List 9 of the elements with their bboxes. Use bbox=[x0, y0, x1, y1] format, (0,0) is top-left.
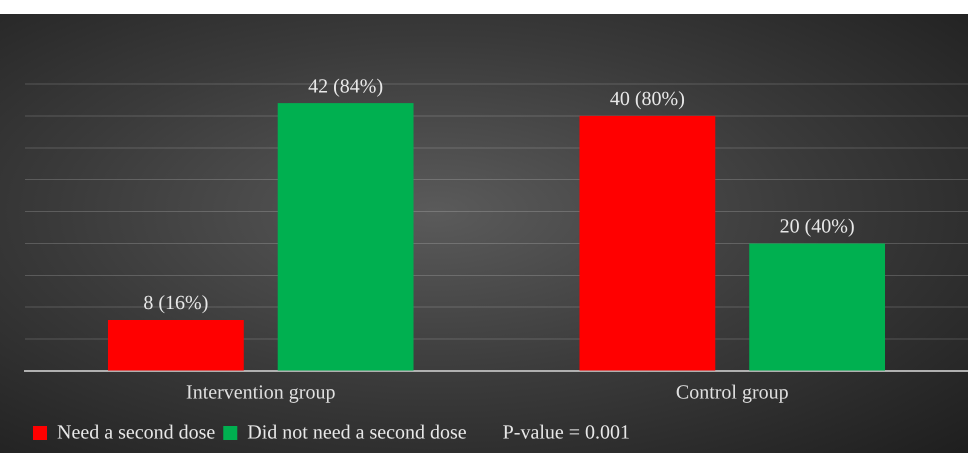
data-label: 40 (80%) bbox=[610, 88, 685, 110]
text: P-value = 0.001 bbox=[502, 421, 630, 444]
legend-label: Need a second dose bbox=[57, 421, 216, 444]
data-label: 8 (16%) bbox=[143, 292, 208, 314]
data-label: 42 (84%) bbox=[308, 75, 384, 98]
data-label: 20 (40%) bbox=[780, 216, 855, 238]
legend-label: Did not need a second dose bbox=[247, 421, 467, 444]
x-tick-label: Intervention group bbox=[186, 381, 336, 404]
x-tick-label: Control group bbox=[676, 381, 789, 404]
